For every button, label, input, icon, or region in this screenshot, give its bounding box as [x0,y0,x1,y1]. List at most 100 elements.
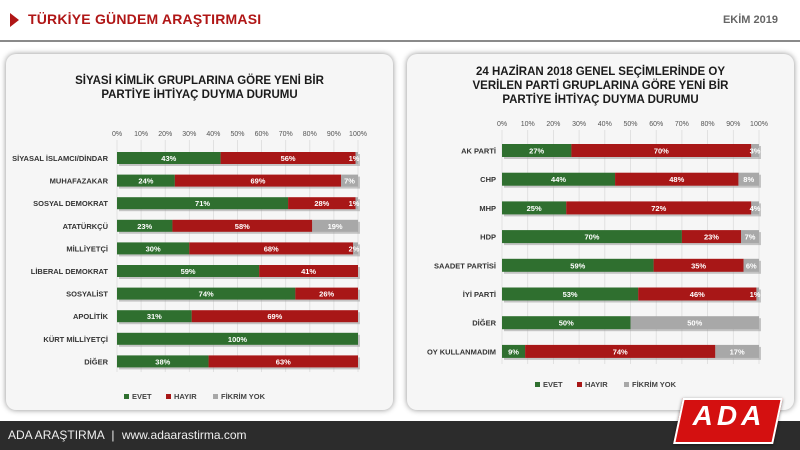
tick-label: 10% [521,121,535,128]
data-label: 69% [250,177,265,186]
data-label: 69% [267,312,282,321]
bar-segment [355,197,358,210]
data-label: 23% [137,222,152,231]
data-label: 27% [529,147,544,156]
category-label: DİĞER [472,319,496,328]
data-label: 63% [276,357,291,366]
bar-segment [172,219,313,232]
tick-label: 70% [675,121,689,128]
chart-party-svg: 0% 10% 20% 30% 40% 50% 60% 70% 80% 90% 100% AK PART… [427,121,768,389]
footer-brand: ADA ARAŞTIRMA [8,428,105,442]
data-label: 74% [199,290,214,299]
chart-identity-svg: 0% 10% 20% 30% 40% 50% 60% 70% 80% 90% 100% SİYASAL… [12,131,367,401]
data-label: 38% [155,357,170,366]
chart-title-line: PARTİYE İHTİYAÇ DUYMA DURUMU [502,94,699,106]
legend-label: EVET [132,392,152,401]
data-label: 41% [301,267,316,276]
footer-url[interactable]: www.adaarastirma.com [121,428,247,442]
data-label: 74% [613,347,628,356]
footer-separator: | [111,428,115,442]
bar-segment [502,287,639,301]
chart-panel-party: 24 HAZİRAN 2018 GENEL SEÇİMLERİNDE OY VE… [407,54,794,410]
tick-label: 50% [230,131,244,138]
data-label: 43% [161,154,176,163]
legend-swatch [577,382,582,387]
category-label: KÜRT MİLLİYETÇİ [43,335,108,344]
tick-label: 70% [279,131,293,138]
tick-label: 20% [546,121,560,128]
data-label: 68% [264,244,279,253]
data-label: 3% [750,147,761,156]
legend-swatch [624,382,629,387]
data-label: 26% [319,290,334,299]
tick-label: 0% [497,121,507,128]
bar-segment [743,258,759,272]
tick-label: 100% [750,121,768,128]
chart-title-identity: SİYASİ KİMLİK GRUPLARINA GÖRE YENİ BİR P… [6,74,393,102]
bar-segment [117,174,175,187]
category-label: APOLİTİK [73,312,109,321]
data-label: 59% [181,267,196,276]
chart-title-line: PARTİYE İHTİYAÇ DUYMA DURUMU [101,89,298,101]
data-label: 6% [746,261,757,270]
bar-segment [117,265,260,277]
data-label: 50% [559,319,574,328]
category-label: SİYASAL İSLAMCI/DİNDAR [12,154,108,163]
report-date: EKİM 2019 [722,14,778,26]
chart-title-line: VERİLEN PARTİ GRUPLARINA GÖRE YENİ BİR [472,80,729,92]
category-label: ATATÜRKÇÜ [63,222,108,231]
tick-label: 90% [726,121,740,128]
category-label: SOSYALİST [66,290,108,299]
bar-segment [653,258,744,272]
tick-label: 10% [134,131,148,138]
tick-label: 40% [206,131,220,138]
tick-label: 80% [303,131,317,138]
data-label: 25% [527,204,542,213]
data-label: 1% [750,290,761,299]
legend-label: FİKRİM YOK [632,380,677,389]
bar-segment [751,144,759,157]
category-label: MUHAFAZAKAR [50,177,109,186]
chart-title-line: 24 HAZİRAN 2018 GENEL SEÇİMLERİNDE OY [475,66,725,78]
bar-segment [295,287,358,300]
category-label: MHP [479,204,496,213]
legend-swatch [166,394,171,399]
data-label: 1% [349,154,360,163]
data-label: 72% [651,204,666,213]
data-label: 4% [750,204,761,213]
bar-segment [288,197,356,210]
data-label: 53% [563,290,578,299]
bar-segment [259,265,358,277]
bar-segment [502,258,654,272]
bar-segment [117,152,221,164]
bar-segment [312,219,358,232]
data-label: 8% [743,175,754,184]
bar-segment [174,174,342,187]
bar-segment [756,287,759,301]
bar-segment [741,230,759,244]
data-label: 9% [508,347,519,356]
data-label: 2% [349,244,360,253]
tick-label: 60% [255,131,269,138]
bar-segment [738,172,759,186]
data-label: 28% [314,199,329,208]
data-label: 7% [344,177,355,186]
bar-segment [630,316,759,330]
bar-segment [117,332,358,345]
data-label: 17% [730,347,745,356]
bar-segment [502,172,616,186]
header-divider [0,40,800,42]
triangle-icon [10,13,19,27]
tick-label: 30% [182,131,196,138]
tick-label: 0% [112,131,122,138]
tick-label: 60% [649,121,663,128]
category-label: LİBERAL DEMOKRAT [31,267,109,276]
tick-label: 80% [701,121,715,128]
bar-segment [117,219,173,232]
bar-segment [189,242,354,255]
data-label: 23% [704,233,719,242]
data-label: 70% [654,147,669,156]
data-label: 30% [146,244,161,253]
header-bar: TÜRKİYE GÜNDEM ARAŞTIRMASI EKİM 2019 [0,0,800,42]
bar-segment [751,201,759,215]
